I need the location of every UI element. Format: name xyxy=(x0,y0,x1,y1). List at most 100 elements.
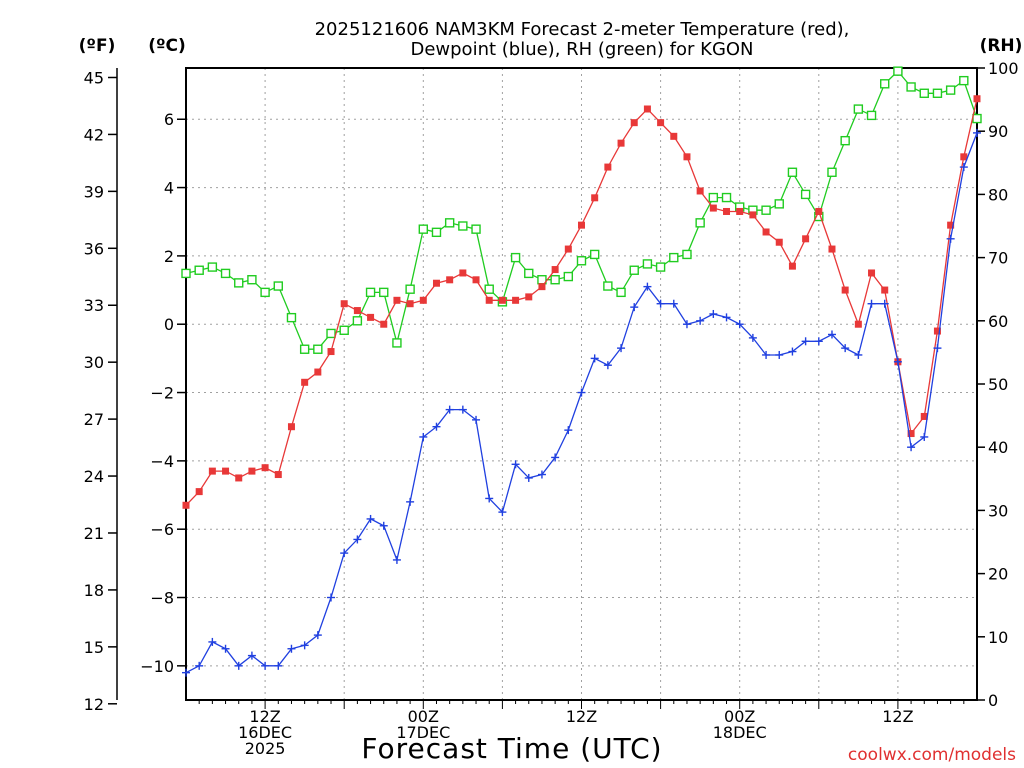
temperature-point xyxy=(353,307,361,315)
dewpoint-point xyxy=(854,350,863,359)
temperature-point xyxy=(841,286,849,294)
rh-point xyxy=(800,189,811,200)
dewpoint-point xyxy=(458,405,467,414)
dewpoint-point xyxy=(907,443,916,452)
rh-point xyxy=(563,271,574,282)
rh-point xyxy=(510,252,521,263)
celsius-tick-label: −8 xyxy=(150,589,174,608)
dewpoint-point xyxy=(696,316,705,325)
rh-tick-label: 80 xyxy=(988,185,1008,204)
dewpoint-point xyxy=(353,535,362,544)
dewpoint-point xyxy=(485,494,494,503)
rh-point xyxy=(774,199,784,209)
dewpoint-point xyxy=(551,453,560,462)
rh-point xyxy=(247,275,257,285)
dewpoint-point xyxy=(735,320,744,329)
dewpoint-point xyxy=(920,432,929,441)
temperature-point xyxy=(208,467,216,475)
dewpoint-point xyxy=(617,344,626,353)
dewpoint-point xyxy=(656,299,665,308)
dewpoint-point xyxy=(340,549,349,558)
temperature-point xyxy=(907,430,915,438)
temperature-point xyxy=(960,153,968,161)
rh-point xyxy=(906,82,916,92)
temperature-point xyxy=(591,194,599,202)
celsius-tick-label: 0 xyxy=(164,315,174,334)
celsius-tick-label: 2 xyxy=(164,247,174,266)
temperature-point xyxy=(432,279,440,287)
series-plus xyxy=(182,128,981,677)
temperature-point xyxy=(630,119,638,127)
rh-point xyxy=(207,262,218,272)
temperature-point xyxy=(459,269,467,277)
temperature-point xyxy=(947,221,955,229)
dewpoint-point xyxy=(867,299,876,308)
rh-point xyxy=(471,224,481,234)
fahrenheit-tick-label: 24 xyxy=(84,467,104,486)
temperature-point xyxy=(538,283,546,291)
temperature-point xyxy=(723,207,731,215)
rh-point xyxy=(576,256,587,266)
x-axis-title: Forecast Time (UTC) xyxy=(361,732,662,765)
celsius-tick-label: 6 xyxy=(164,110,174,129)
temperature-point xyxy=(248,467,256,475)
rh-tick-label: 60 xyxy=(988,312,1008,331)
dewpoint-point xyxy=(432,422,441,431)
dewpoint-point xyxy=(300,641,309,650)
celsius-tick-label: 4 xyxy=(164,179,174,198)
x-tick-label: 18DEC xyxy=(713,723,767,742)
temperature-point xyxy=(802,235,810,243)
temperature-point xyxy=(815,207,823,215)
dewpoint-point xyxy=(762,350,771,359)
temperature-point xyxy=(657,119,665,127)
fahrenheit-tick-label: 33 xyxy=(84,296,104,315)
rh-point xyxy=(273,281,283,291)
fahrenheit-tick-label: 42 xyxy=(84,125,104,144)
dewpoint-point xyxy=(261,661,270,670)
dewpoint-point xyxy=(379,521,388,530)
rh-point xyxy=(352,316,363,326)
dewpoint-point xyxy=(893,357,902,366)
dewpoint-point xyxy=(603,361,612,370)
rh-tick-label: 0 xyxy=(988,691,998,710)
rh-point xyxy=(220,268,231,279)
rh-point xyxy=(392,338,402,348)
temperature-point xyxy=(525,293,533,301)
rh-point xyxy=(326,328,336,339)
temperature-point xyxy=(512,296,520,304)
series-open-square xyxy=(181,66,982,354)
temperature-point xyxy=(367,313,375,321)
dewpoint-point xyxy=(973,128,981,137)
dewpoint-point xyxy=(234,661,243,670)
temperature-point xyxy=(261,464,269,472)
temperature-point xyxy=(683,153,691,161)
dewpoint-point xyxy=(946,234,955,243)
dewpoint-point xyxy=(788,347,797,356)
temperature-point xyxy=(340,300,348,308)
rh-point xyxy=(721,192,732,203)
dewpoint-point xyxy=(682,320,691,329)
fahrenheit-unit-label: (ºF) xyxy=(79,36,116,56)
rh-tick-label: 10 xyxy=(988,628,1008,647)
temperature-point xyxy=(301,378,309,386)
rh-tick-label: 30 xyxy=(988,501,1008,520)
rh-point xyxy=(418,224,428,234)
dewpoint-point xyxy=(577,388,586,397)
fahrenheit-tick-label: 36 xyxy=(84,239,104,258)
rh-point xyxy=(603,281,613,291)
credit-label: coolwx.com/models xyxy=(848,745,1016,765)
celsius-tick-label: −10 xyxy=(140,657,174,676)
temperature-point xyxy=(881,286,889,294)
x-tick-label: 12Z xyxy=(882,707,913,726)
dewpoint-point xyxy=(247,651,256,660)
fahrenheit-axis: 12 15 18 21 24 27 30 33 36 39 42 45 xyxy=(84,68,117,714)
temperature-point xyxy=(327,348,335,356)
celsius-tick-label: −2 xyxy=(150,384,174,403)
rh-point xyxy=(866,110,877,121)
rh-point xyxy=(761,205,771,215)
fahrenheit-tick-label: 15 xyxy=(84,638,104,657)
rh-point xyxy=(313,344,323,354)
rh-point xyxy=(181,268,191,279)
